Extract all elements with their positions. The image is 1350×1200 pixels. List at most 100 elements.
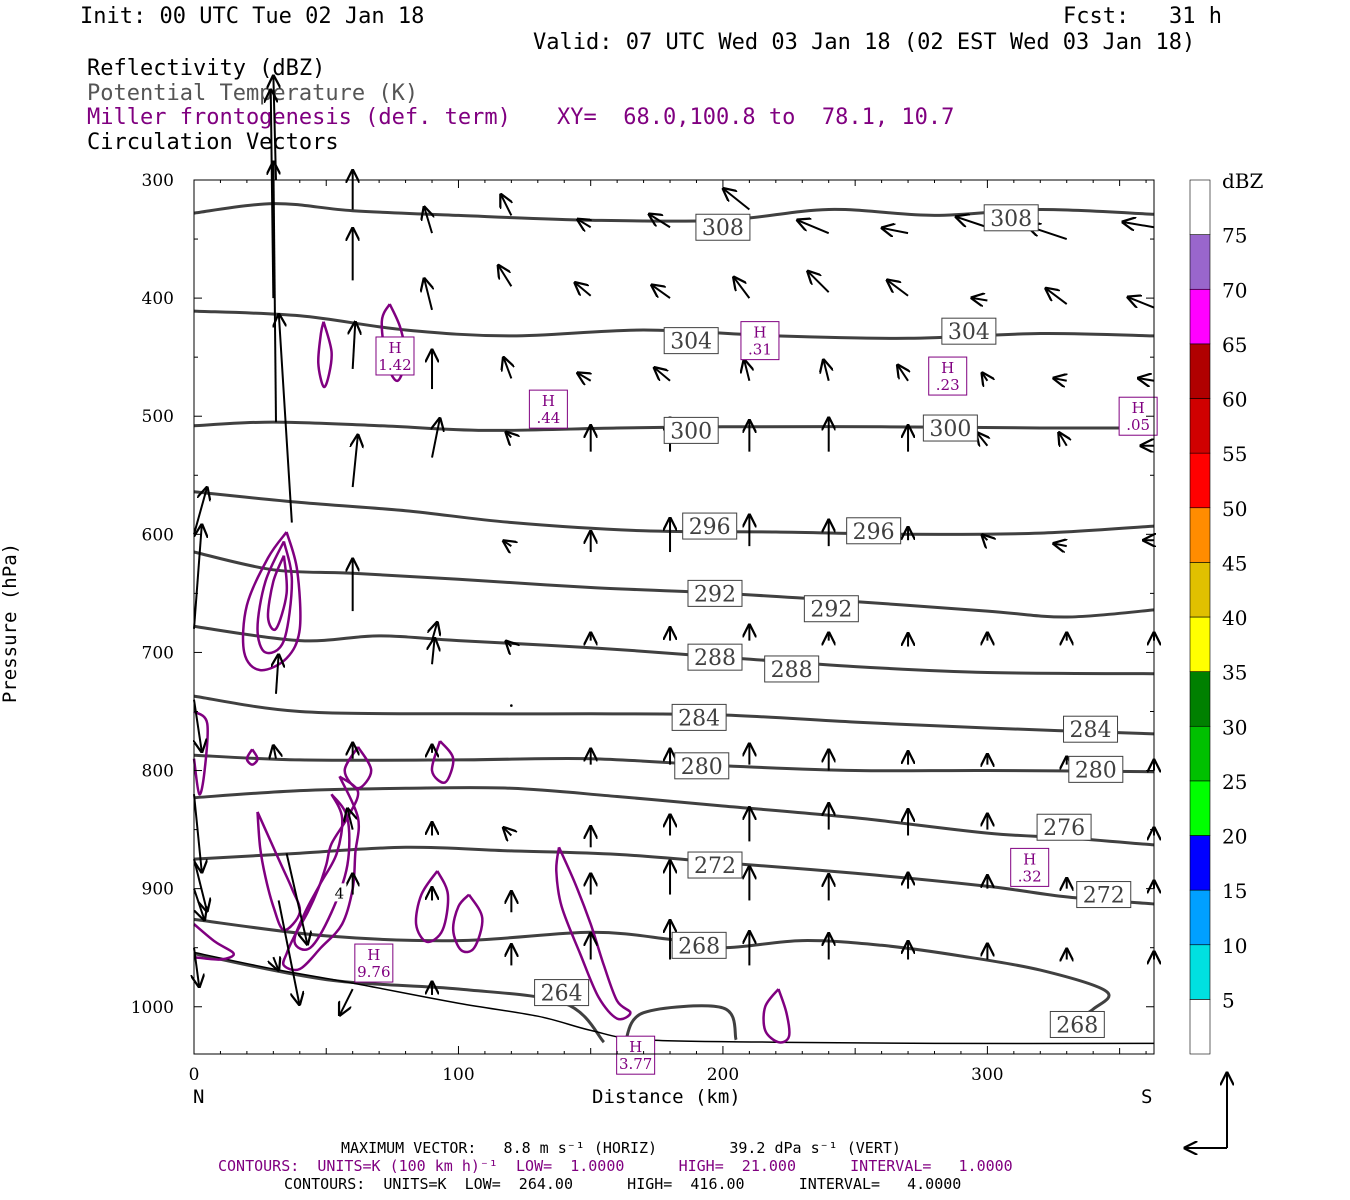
circulation-vector xyxy=(506,432,511,437)
theta-label: 272 xyxy=(1083,884,1125,909)
theta-contour-280 xyxy=(193,753,1155,774)
fronto-max-letter: H xyxy=(542,392,555,410)
fronto-max-box xyxy=(1118,396,1158,436)
x-tick-label: 0 xyxy=(189,1065,200,1085)
circulation-vector xyxy=(424,207,432,234)
circulation-vector xyxy=(498,265,513,287)
theta-label-box xyxy=(803,595,859,623)
colorbar-segment xyxy=(1189,725,1211,782)
circulation-vector xyxy=(652,285,671,299)
theta-label: 292 xyxy=(810,598,852,623)
circulation-vector xyxy=(193,794,202,872)
fronto-max-box xyxy=(616,1035,656,1075)
y-tick-label: 1000 xyxy=(131,998,174,1018)
circulation-vector xyxy=(277,900,300,1004)
frontogenesis-contour xyxy=(414,870,450,944)
fronto-max-value: .44 xyxy=(536,409,560,427)
colorbar-segment xyxy=(1189,398,1211,454)
theta-label-box xyxy=(687,643,743,671)
colorbar-level-label: 20 xyxy=(1222,825,1247,849)
theta-label-box xyxy=(671,931,727,959)
circulation-vector xyxy=(504,828,512,836)
theta-label-box xyxy=(682,512,738,540)
fronto-contour-label: 4 xyxy=(335,884,345,902)
theta-label: 308 xyxy=(702,216,744,241)
init-time: Init: 00 UTC Tue 02 Jan 18 xyxy=(80,4,425,29)
footer-theta-contours: CONTOURS: UNITS=K LOW= 264.00 HIGH= 416.… xyxy=(284,1175,962,1193)
theta-contour-264 xyxy=(623,1004,738,1043)
fronto-max-value: .31 xyxy=(748,341,772,359)
circulation-vector xyxy=(353,435,358,488)
colorbar-level-label: 60 xyxy=(1222,388,1247,412)
frontogenesis-contour xyxy=(245,748,259,766)
theta-label-box xyxy=(687,851,743,879)
theta-label: 268 xyxy=(1056,1013,1098,1038)
theta-contour-304 xyxy=(193,309,1155,340)
y-axis-label: Pressure (hPa) xyxy=(0,542,21,704)
y-tick-label: 700 xyxy=(142,643,174,663)
theta-contour-268 xyxy=(193,917,1111,1026)
circulation-vector xyxy=(193,858,207,911)
theta-contour-292 xyxy=(193,550,1155,619)
frontogenesis-contour xyxy=(451,893,484,954)
colorbar-level-label: 75 xyxy=(1222,224,1247,248)
legend-vectors: Circulation Vectors xyxy=(87,130,339,155)
colorbar-segment xyxy=(1189,671,1211,727)
fronto-max-value: .32 xyxy=(1018,867,1042,885)
frontogenesis-contour xyxy=(241,531,302,672)
fronto-max-letter: H xyxy=(388,339,401,357)
circulation-vector xyxy=(808,271,830,293)
fronto-max-letter: H xyxy=(753,324,766,342)
circulation-vector xyxy=(578,373,591,381)
theta-label: 284 xyxy=(1070,718,1112,743)
frontogenesis-contour xyxy=(555,846,632,1021)
colorbar-level-label: 40 xyxy=(1222,606,1247,630)
circulation-vector xyxy=(504,541,512,546)
circulation-vector xyxy=(824,360,829,382)
forecast-hour: Fcst: 31 h xyxy=(1063,4,1222,29)
colorbar-level-label: 50 xyxy=(1222,497,1247,521)
theta-contour-296 xyxy=(193,490,1155,536)
theta-label-box xyxy=(941,317,997,345)
legend-theta: Potential Temperature (K) xyxy=(87,81,419,106)
theta-label-box xyxy=(663,416,719,444)
frontogenesis-contour xyxy=(380,303,407,383)
fronto-max-box xyxy=(928,356,968,396)
legend-reflectivity: Reflectivity (dBZ) xyxy=(87,56,326,81)
colorbar-level-label: 65 xyxy=(1222,333,1247,357)
theta-label: 276 xyxy=(1043,816,1085,841)
valid-time: Valid: 07 UTC Wed 03 Jan 18 (02 EST Wed … xyxy=(533,30,1196,55)
theta-label: 292 xyxy=(694,582,736,607)
circulation-vector xyxy=(977,433,987,446)
colorbar-segment xyxy=(1189,616,1211,672)
circulation-vector xyxy=(504,358,512,379)
legend-xy-endpoints: XY= 68.0,100.8 to 78.1, 10.7 xyxy=(557,105,955,130)
circulation-vector xyxy=(744,360,749,382)
theta-label: 284 xyxy=(678,706,720,731)
theta-label-box xyxy=(695,213,751,241)
fronto-max-box xyxy=(1010,847,1050,887)
circulation-vector xyxy=(193,525,202,629)
theta-label-box xyxy=(1063,715,1119,743)
colorbar-segment xyxy=(1189,944,1211,1000)
theta-label-box xyxy=(663,327,719,355)
theta-label-box xyxy=(1076,881,1132,909)
theta-label-box xyxy=(687,579,743,607)
y-tick-label: 800 xyxy=(142,762,174,782)
frontogenesis-contour xyxy=(256,811,302,932)
y-tick-label: 900 xyxy=(142,880,174,900)
colorbar-segment xyxy=(1189,234,1211,290)
circulation-vector xyxy=(506,641,511,646)
y-tick-label: 500 xyxy=(142,407,174,427)
colorbar-segment xyxy=(1189,179,1211,235)
circulation-vector xyxy=(510,704,513,707)
y-tick-label: 400 xyxy=(142,289,174,309)
circulation-vector xyxy=(279,315,293,523)
circulation-vector xyxy=(353,322,356,370)
theta-contour-288 xyxy=(193,624,1155,676)
circulation-vector xyxy=(798,220,830,235)
colorbar-segment xyxy=(1189,780,1211,836)
theta-contour-272 xyxy=(193,845,1155,906)
colorbar-segment xyxy=(1189,507,1211,563)
theta-label: 308 xyxy=(990,207,1032,232)
